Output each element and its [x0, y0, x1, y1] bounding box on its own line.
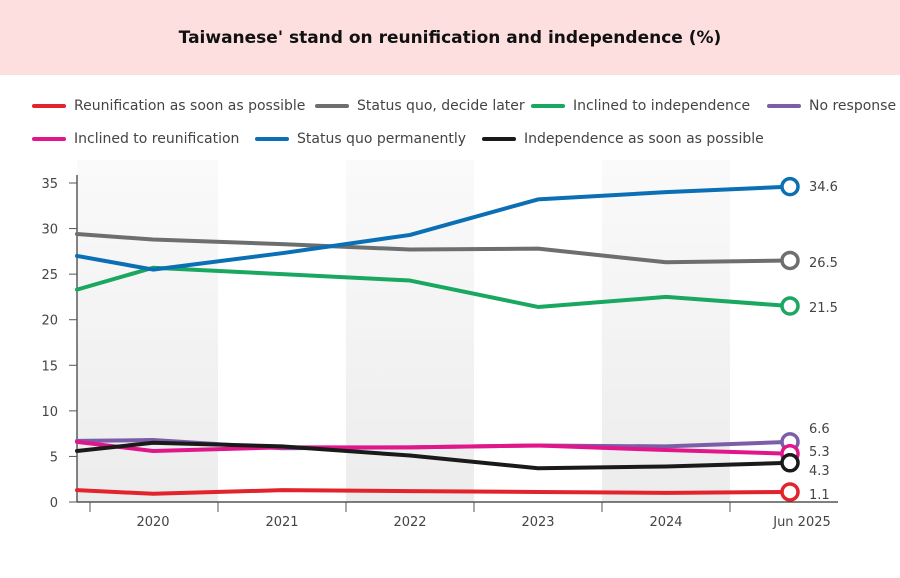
data-label: 26.5: [809, 256, 838, 271]
chart-title: Taiwanese' stand on reunification and in…: [178, 27, 722, 48]
y-tick-label: 25: [41, 268, 58, 283]
legend-label: Inclined to reunification: [74, 131, 240, 147]
x-tick-label: 2021: [265, 515, 298, 530]
legend-item: Inclined to independence: [531, 98, 750, 114]
legend-swatch: [32, 104, 66, 108]
legend-item: Independence as soon as possible: [482, 131, 764, 147]
legend-swatch: [315, 104, 349, 108]
legend-swatch: [255, 137, 289, 141]
title-bar: Taiwanese' stand on reunification and in…: [0, 0, 900, 75]
end-marker: [780, 250, 800, 271]
end-marker: [780, 176, 800, 197]
legend-item: Status quo, decide later: [315, 98, 525, 114]
y-tick-label: 15: [41, 359, 58, 374]
end-marker: [780, 296, 800, 316]
legend-label: Inclined to independence: [573, 98, 751, 114]
legend-item: Status quo permanently: [255, 131, 466, 147]
legend-item: Inclined to reunification: [32, 131, 239, 147]
y-tick-label: 5: [50, 450, 58, 465]
legend-swatch: [482, 137, 516, 141]
legend-swatch: [767, 104, 801, 108]
y-tick-label: 10: [41, 405, 58, 420]
data-label: 4.3: [809, 464, 830, 479]
data-label: 34.6: [809, 180, 838, 195]
legend-label: No response: [809, 98, 897, 114]
legend-label: Status quo, decide later: [357, 98, 525, 114]
x-tick-label: Jun 2025: [772, 515, 831, 530]
y-tick-label: 30: [41, 223, 58, 238]
series-line: [75, 232, 792, 265]
series-line: [75, 488, 792, 496]
series-line: [75, 184, 792, 272]
legend-label: Independence as soon as possible: [524, 131, 764, 147]
series-line: [75, 439, 792, 456]
data-label: 21.5: [809, 301, 838, 316]
x-tick-label: 2024: [649, 515, 682, 530]
end-marker: [780, 482, 800, 502]
data-label: 5.3: [809, 445, 830, 460]
x-tick-label: 2023: [521, 515, 554, 530]
legend-item: No response: [767, 98, 896, 114]
legend-item: Reunification as soon as possible: [32, 98, 305, 114]
legend-swatch: [531, 104, 565, 108]
x-tick-label: 2020: [136, 515, 169, 530]
legend-label: Status quo permanently: [297, 131, 467, 147]
y-tick-label: 0: [50, 496, 58, 511]
x-tick-label: 2022: [393, 515, 426, 530]
y-tick-label: 35: [41, 177, 58, 192]
data-label: 6.6: [809, 422, 830, 437]
series-line: [75, 440, 792, 471]
legend-label: Reunification as soon as possible: [74, 98, 306, 114]
legend-swatch: [32, 137, 66, 141]
data-label: 1.1: [809, 488, 830, 503]
end-marker: [780, 453, 800, 473]
y-tick-label: 20: [41, 314, 58, 329]
